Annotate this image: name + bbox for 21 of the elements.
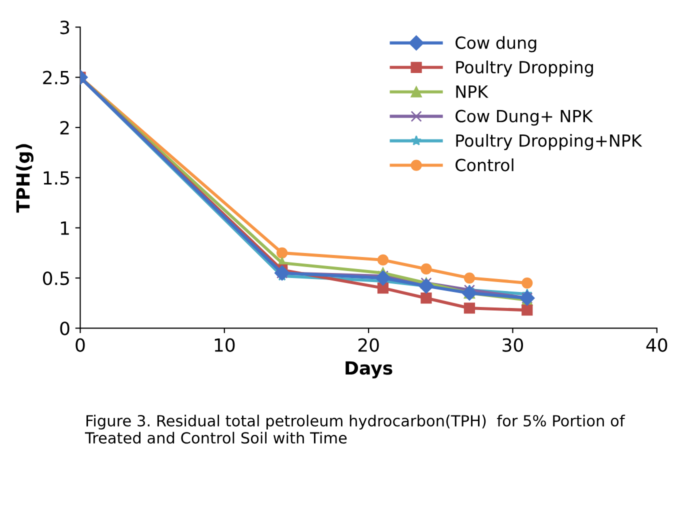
- y-tick-label: 3: [60, 20, 70, 34]
- y-axis-title: TPH(g): [16, 144, 34, 213]
- y-tick-label: 1.5: [44, 171, 69, 185]
- legend-label: Cow dung: [456, 36, 536, 52]
- x-tick-label: 40: [646, 338, 668, 352]
- legend-label: NPK: [456, 86, 488, 98]
- y-tick-label: 2: [60, 120, 69, 134]
- caption: Figure 3. Residual total petroleum hydrocarbon(TPH) for 5% Portion of Treated and Control Soil with Time: [84, 414, 626, 444]
- x-tick-label: 20: [358, 338, 379, 352]
- y-tick-label: 2.5: [43, 70, 69, 84]
- x-axis-title: Days: [346, 361, 392, 378]
- legend-label: Poultry Dropping+NPK: [456, 134, 642, 150]
- y-tick-label: 1: [61, 222, 69, 235]
- y-tick-label: 0: [60, 322, 70, 336]
- legend-label: Poultry Dropping: [456, 60, 593, 77]
- legend-label: Cow Dung+ NPK: [456, 110, 593, 126]
- x-tick-label: 30: [502, 338, 524, 352]
- x-tick-label: 0: [76, 338, 85, 352]
- y-tick-label: 0.5: [42, 271, 69, 286]
- legend-label: Control: [456, 158, 514, 172]
- x-tick-label: 10: [214, 338, 235, 352]
